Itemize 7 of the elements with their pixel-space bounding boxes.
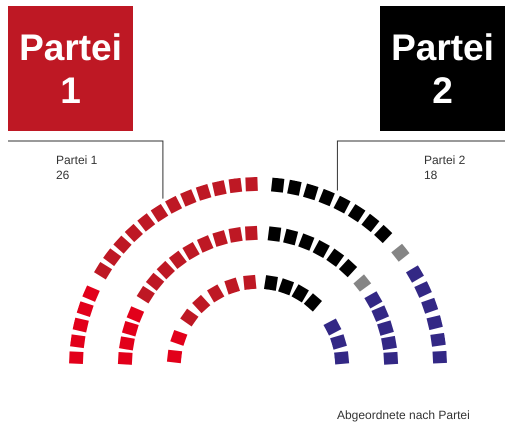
slice-label: Partei 2: [390, 26, 495, 112]
data-label: 18: [424, 168, 438, 182]
data-label: 26: [56, 168, 70, 182]
slice-label: Partei 1: [56, 153, 98, 167]
slice-label: Partei 1: [18, 26, 123, 112]
text: Abgeordnete nach Partei: [337, 408, 470, 422]
slice-label: Partei 2: [424, 153, 466, 167]
